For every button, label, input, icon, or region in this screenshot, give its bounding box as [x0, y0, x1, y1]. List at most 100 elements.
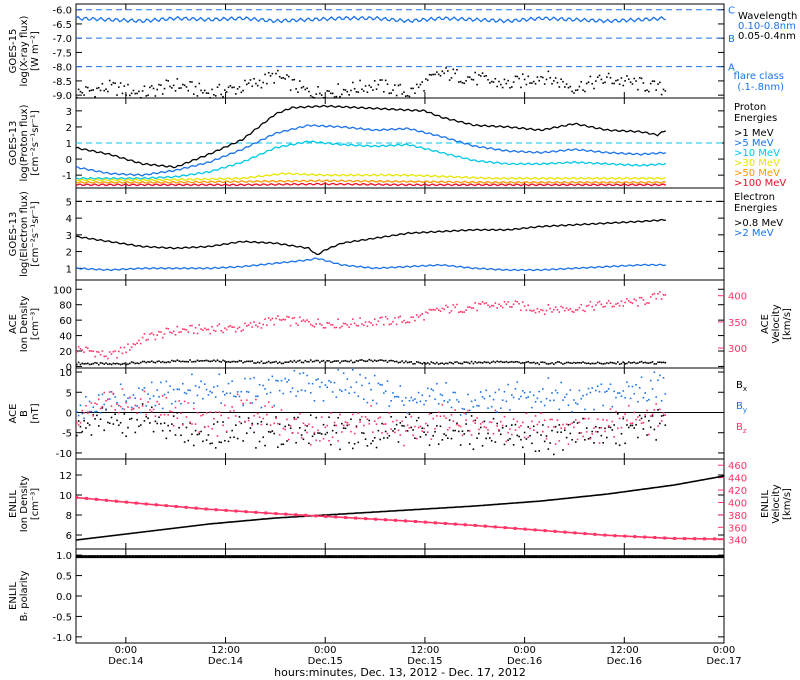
data-point — [97, 363, 100, 366]
data-point — [271, 430, 274, 432]
data-point — [302, 85, 305, 88]
data-point — [262, 81, 265, 84]
data-point — [154, 555, 158, 559]
data-point — [125, 363, 127, 366]
data-point — [454, 391, 456, 394]
legend-entry: Wavelength — [738, 11, 797, 22]
data-point — [174, 360, 177, 363]
data-point — [616, 555, 620, 559]
data-point — [269, 431, 272, 433]
data-point — [364, 438, 367, 441]
data-point — [553, 529, 557, 533]
data-point — [437, 73, 440, 76]
data-point — [489, 421, 491, 423]
data-point — [487, 361, 489, 364]
data-point — [573, 92, 575, 94]
data-point — [544, 555, 548, 559]
data-point — [174, 333, 177, 336]
data-point — [410, 361, 413, 363]
data-point — [509, 86, 511, 89]
data-point — [81, 92, 84, 94]
data-point — [192, 93, 195, 95]
data-point — [613, 534, 617, 538]
data-point — [145, 415, 148, 418]
series--5-mev — [75, 124, 667, 177]
data-point — [377, 359, 380, 362]
data-point — [408, 413, 411, 416]
data-point — [152, 408, 155, 411]
data-point — [320, 324, 323, 326]
data-point — [123, 413, 126, 415]
data-point — [231, 326, 233, 328]
data-point — [96, 403, 98, 406]
data-point — [256, 361, 259, 364]
data-point — [328, 555, 332, 559]
data-point — [251, 402, 254, 404]
data-point — [503, 415, 506, 418]
data-point — [145, 339, 148, 341]
data-point — [271, 375, 274, 378]
data-point — [284, 425, 286, 428]
data-point — [313, 360, 316, 363]
data-point — [686, 555, 690, 559]
data-point — [136, 418, 138, 421]
data-point — [554, 362, 557, 364]
data-point — [110, 83, 113, 86]
data-point — [574, 419, 577, 421]
data-point — [374, 517, 378, 521]
data-point — [227, 417, 230, 419]
y2-axis-label-line: Velocity — [771, 304, 782, 343]
data-point — [205, 328, 208, 331]
data-point — [631, 555, 635, 559]
data-point — [185, 416, 188, 418]
data-point — [527, 75, 530, 78]
data-point — [375, 88, 378, 90]
data-point — [430, 309, 433, 311]
data-point — [200, 328, 202, 330]
data-point — [713, 537, 717, 541]
data-point — [282, 318, 285, 321]
y-axis-label: GOES-13log(Proton flux)[cm⁻²s⁻¹sr⁻¹] — [8, 104, 41, 181]
data-point — [79, 348, 82, 350]
data-point — [395, 94, 398, 97]
data-point — [324, 426, 327, 429]
data-point — [375, 323, 378, 326]
data-point — [651, 361, 654, 363]
data-point — [202, 413, 204, 416]
data-point — [330, 361, 332, 364]
data-point — [664, 424, 667, 426]
data-point — [264, 318, 266, 320]
data-point — [585, 305, 588, 307]
data-point — [350, 386, 352, 389]
data-point — [437, 309, 440, 311]
data-point — [266, 82, 268, 85]
data-point — [584, 310, 586, 313]
data-point — [571, 310, 573, 313]
data-point — [242, 402, 244, 405]
data-point — [249, 402, 252, 404]
data-point — [459, 414, 462, 416]
data-point — [344, 516, 348, 520]
data-point — [523, 431, 526, 434]
data-point — [426, 424, 429, 427]
data-point — [615, 362, 617, 365]
data-point — [366, 418, 369, 420]
data-point — [426, 431, 429, 433]
data-point — [585, 393, 588, 396]
data-point — [266, 413, 268, 416]
data-point — [611, 82, 614, 85]
data-point — [324, 433, 327, 436]
data-point — [457, 81, 460, 83]
data-point — [637, 555, 641, 559]
data-point — [286, 74, 288, 76]
data-point — [472, 420, 475, 422]
data-point — [624, 413, 626, 415]
data-point — [284, 512, 288, 516]
data-point — [549, 307, 551, 310]
data-point — [430, 388, 433, 390]
data-point — [721, 555, 725, 559]
data-point — [576, 361, 579, 364]
data-point — [313, 399, 316, 402]
data-point — [366, 401, 369, 404]
